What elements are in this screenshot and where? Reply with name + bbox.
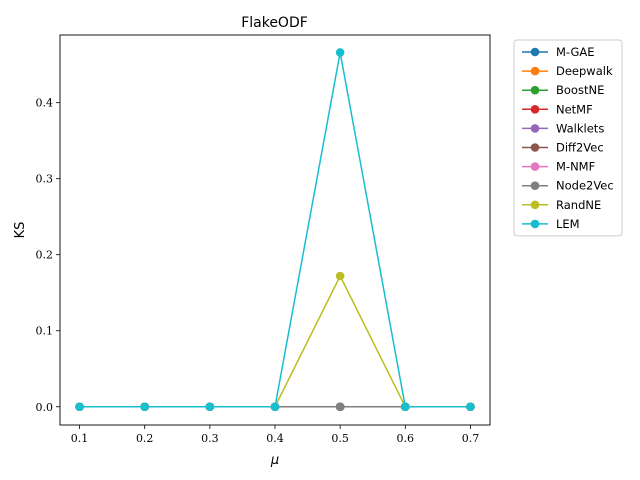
x-tick-label: 0.7 <box>462 432 480 445</box>
legend-item: RandNE <box>522 198 601 212</box>
chart-title: FlakeODF <box>241 15 308 31</box>
x-tick-label: 0.6 <box>397 432 415 445</box>
plot-frame <box>59 34 491 426</box>
legend-marker <box>530 181 540 190</box>
y-axis: 0.0 0.1 0.2 0.3 0.4 <box>36 97 60 414</box>
y-tick-label: 0.2 <box>36 249 54 262</box>
x-axis: 0.1 0.2 0.3 0.4 0.5 0.6 0.7 <box>71 425 479 445</box>
legend-label: Deepwalk <box>556 64 613 78</box>
data-point <box>335 271 345 281</box>
legend-item: NetMF <box>522 102 593 116</box>
legend-marker <box>530 66 540 76</box>
legend: M-GAE Deepwalk BoostNE NetMF Walklets Diff2Ve… <box>513 39 623 237</box>
legend-marker <box>530 47 540 57</box>
y-tick-label: 0.0 <box>36 401 54 414</box>
legend-label: Diff2Vec <box>556 141 604 155</box>
x-axis-label: μ <box>270 453 279 468</box>
legend-item: Deepwalk <box>522 64 613 78</box>
legend-label: M-NMF <box>556 160 595 174</box>
series-layer <box>75 48 475 412</box>
x-tick-label: 0.3 <box>201 432 219 445</box>
legend-item: LEM <box>522 217 580 231</box>
legend-item: Walklets <box>522 121 604 135</box>
data-point <box>140 402 149 412</box>
y-axis-label: KS <box>13 222 28 239</box>
legend-item: M-NMF <box>522 160 595 174</box>
data-point <box>205 402 215 412</box>
legend-marker <box>530 124 540 133</box>
legend-label: NetMF <box>556 102 593 116</box>
legend-marker <box>530 219 540 229</box>
y-tick-label: 0.3 <box>36 173 54 186</box>
legend-marker <box>530 85 540 95</box>
legend-label: RandNE <box>556 198 601 212</box>
legend-item: BoostNE <box>522 83 604 97</box>
x-tick-label: 0.1 <box>71 432 89 445</box>
y-tick-label: 0.1 <box>36 325 54 338</box>
x-tick-label: 0.2 <box>136 432 154 445</box>
legend-item: Node2Vec <box>522 179 614 193</box>
x-tick-label: 0.4 <box>266 432 284 445</box>
legend-item: M-GAE <box>522 45 595 59</box>
legend-label: Node2Vec <box>556 179 614 193</box>
data-point <box>75 402 84 412</box>
series-lem <box>75 48 475 412</box>
legend-item: Diff2Vec <box>522 141 604 155</box>
data-point <box>466 402 475 412</box>
legend-marker <box>530 105 540 114</box>
data-point <box>335 48 345 57</box>
legend-label: Walklets <box>556 121 604 135</box>
data-point <box>270 402 280 412</box>
legend-label: M-GAE <box>556 45 595 59</box>
legend-marker <box>530 200 540 210</box>
data-point <box>401 402 410 412</box>
legend-label: LEM <box>556 217 580 231</box>
legend-marker <box>530 143 540 152</box>
x-tick-label: 0.5 <box>331 432 349 445</box>
y-tick-label: 0.4 <box>36 97 54 110</box>
legend-label: BoostNE <box>556 83 604 97</box>
legend-marker <box>530 162 540 171</box>
data-point <box>335 402 345 412</box>
legend-box <box>513 39 623 237</box>
